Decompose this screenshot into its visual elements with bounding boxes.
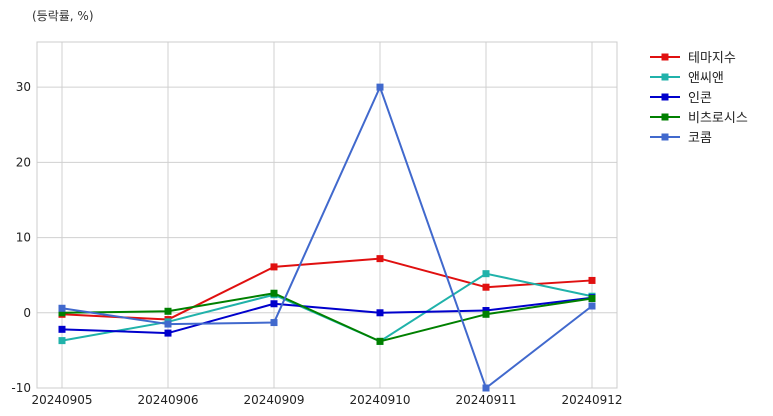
series-line xyxy=(61,296,593,335)
legend-marker xyxy=(661,73,669,81)
data-point xyxy=(482,283,490,291)
data-point xyxy=(270,289,278,297)
series-4 xyxy=(58,289,596,345)
x-tick-label: 20240912 xyxy=(561,393,622,407)
series-group xyxy=(58,83,596,392)
unit-label: (등락률, %) xyxy=(32,9,94,23)
legend-marker xyxy=(661,93,669,101)
legend-label: 비츠로시스 xyxy=(688,111,748,126)
data-point xyxy=(164,307,172,315)
legend-label: 코콤 xyxy=(688,131,712,146)
y-tick-label: 10 xyxy=(16,231,31,245)
data-point xyxy=(270,263,278,271)
data-point xyxy=(482,307,490,315)
legend-marker xyxy=(661,113,669,121)
data-point xyxy=(482,270,490,278)
data-point xyxy=(58,325,66,333)
data-point xyxy=(376,83,384,91)
data-point xyxy=(588,276,596,284)
x-tick-label: 20240905 xyxy=(31,393,92,407)
x-tick-label: 20240909 xyxy=(243,393,304,407)
series-3 xyxy=(58,294,596,337)
legend-marker xyxy=(661,133,669,141)
legend-item: 코콤 xyxy=(650,131,712,146)
series-5 xyxy=(58,83,596,392)
data-point xyxy=(58,304,66,312)
legend-label: 앤씨앤 xyxy=(688,71,724,86)
series-line xyxy=(61,257,593,321)
y-tick-label: -10 xyxy=(11,381,31,395)
y-tick-label: 30 xyxy=(16,80,31,94)
legend-item: 앤씨앤 xyxy=(650,71,724,86)
data-point xyxy=(270,319,278,327)
legend-item: 비츠로시스 xyxy=(650,111,748,126)
data-point xyxy=(164,329,172,337)
data-point xyxy=(376,255,384,263)
data-point xyxy=(376,309,384,317)
data-point xyxy=(270,300,278,308)
y-tick-label: 20 xyxy=(16,155,31,169)
y-tick-label: 0 xyxy=(23,306,31,320)
data-point xyxy=(482,310,490,318)
legend-item: 인콘 xyxy=(650,91,712,106)
data-point xyxy=(588,302,596,310)
legend-marker xyxy=(661,53,669,61)
plot-area-frame xyxy=(36,41,618,389)
y-axis: -10 0 10 20 30 xyxy=(11,80,31,395)
data-point xyxy=(164,320,172,328)
x-tick-label: 20240910 xyxy=(349,393,410,407)
data-point xyxy=(482,384,490,392)
x-axis: 20240905 20240906 20240909 20240910 20240911… xyxy=(31,393,622,407)
series-line xyxy=(61,86,593,389)
data-point xyxy=(58,309,66,317)
x-tick-label: 20240911 xyxy=(455,393,516,407)
legend-label: 테마지수 xyxy=(688,51,736,66)
data-point xyxy=(588,294,596,302)
legend-item: 테마지수 xyxy=(650,51,736,66)
series-line xyxy=(61,292,593,343)
legend-label: 인콘 xyxy=(688,91,712,106)
data-point xyxy=(376,337,384,345)
x-tick-label: 20240906 xyxy=(137,393,198,407)
grid xyxy=(37,42,617,389)
data-point xyxy=(58,337,66,345)
